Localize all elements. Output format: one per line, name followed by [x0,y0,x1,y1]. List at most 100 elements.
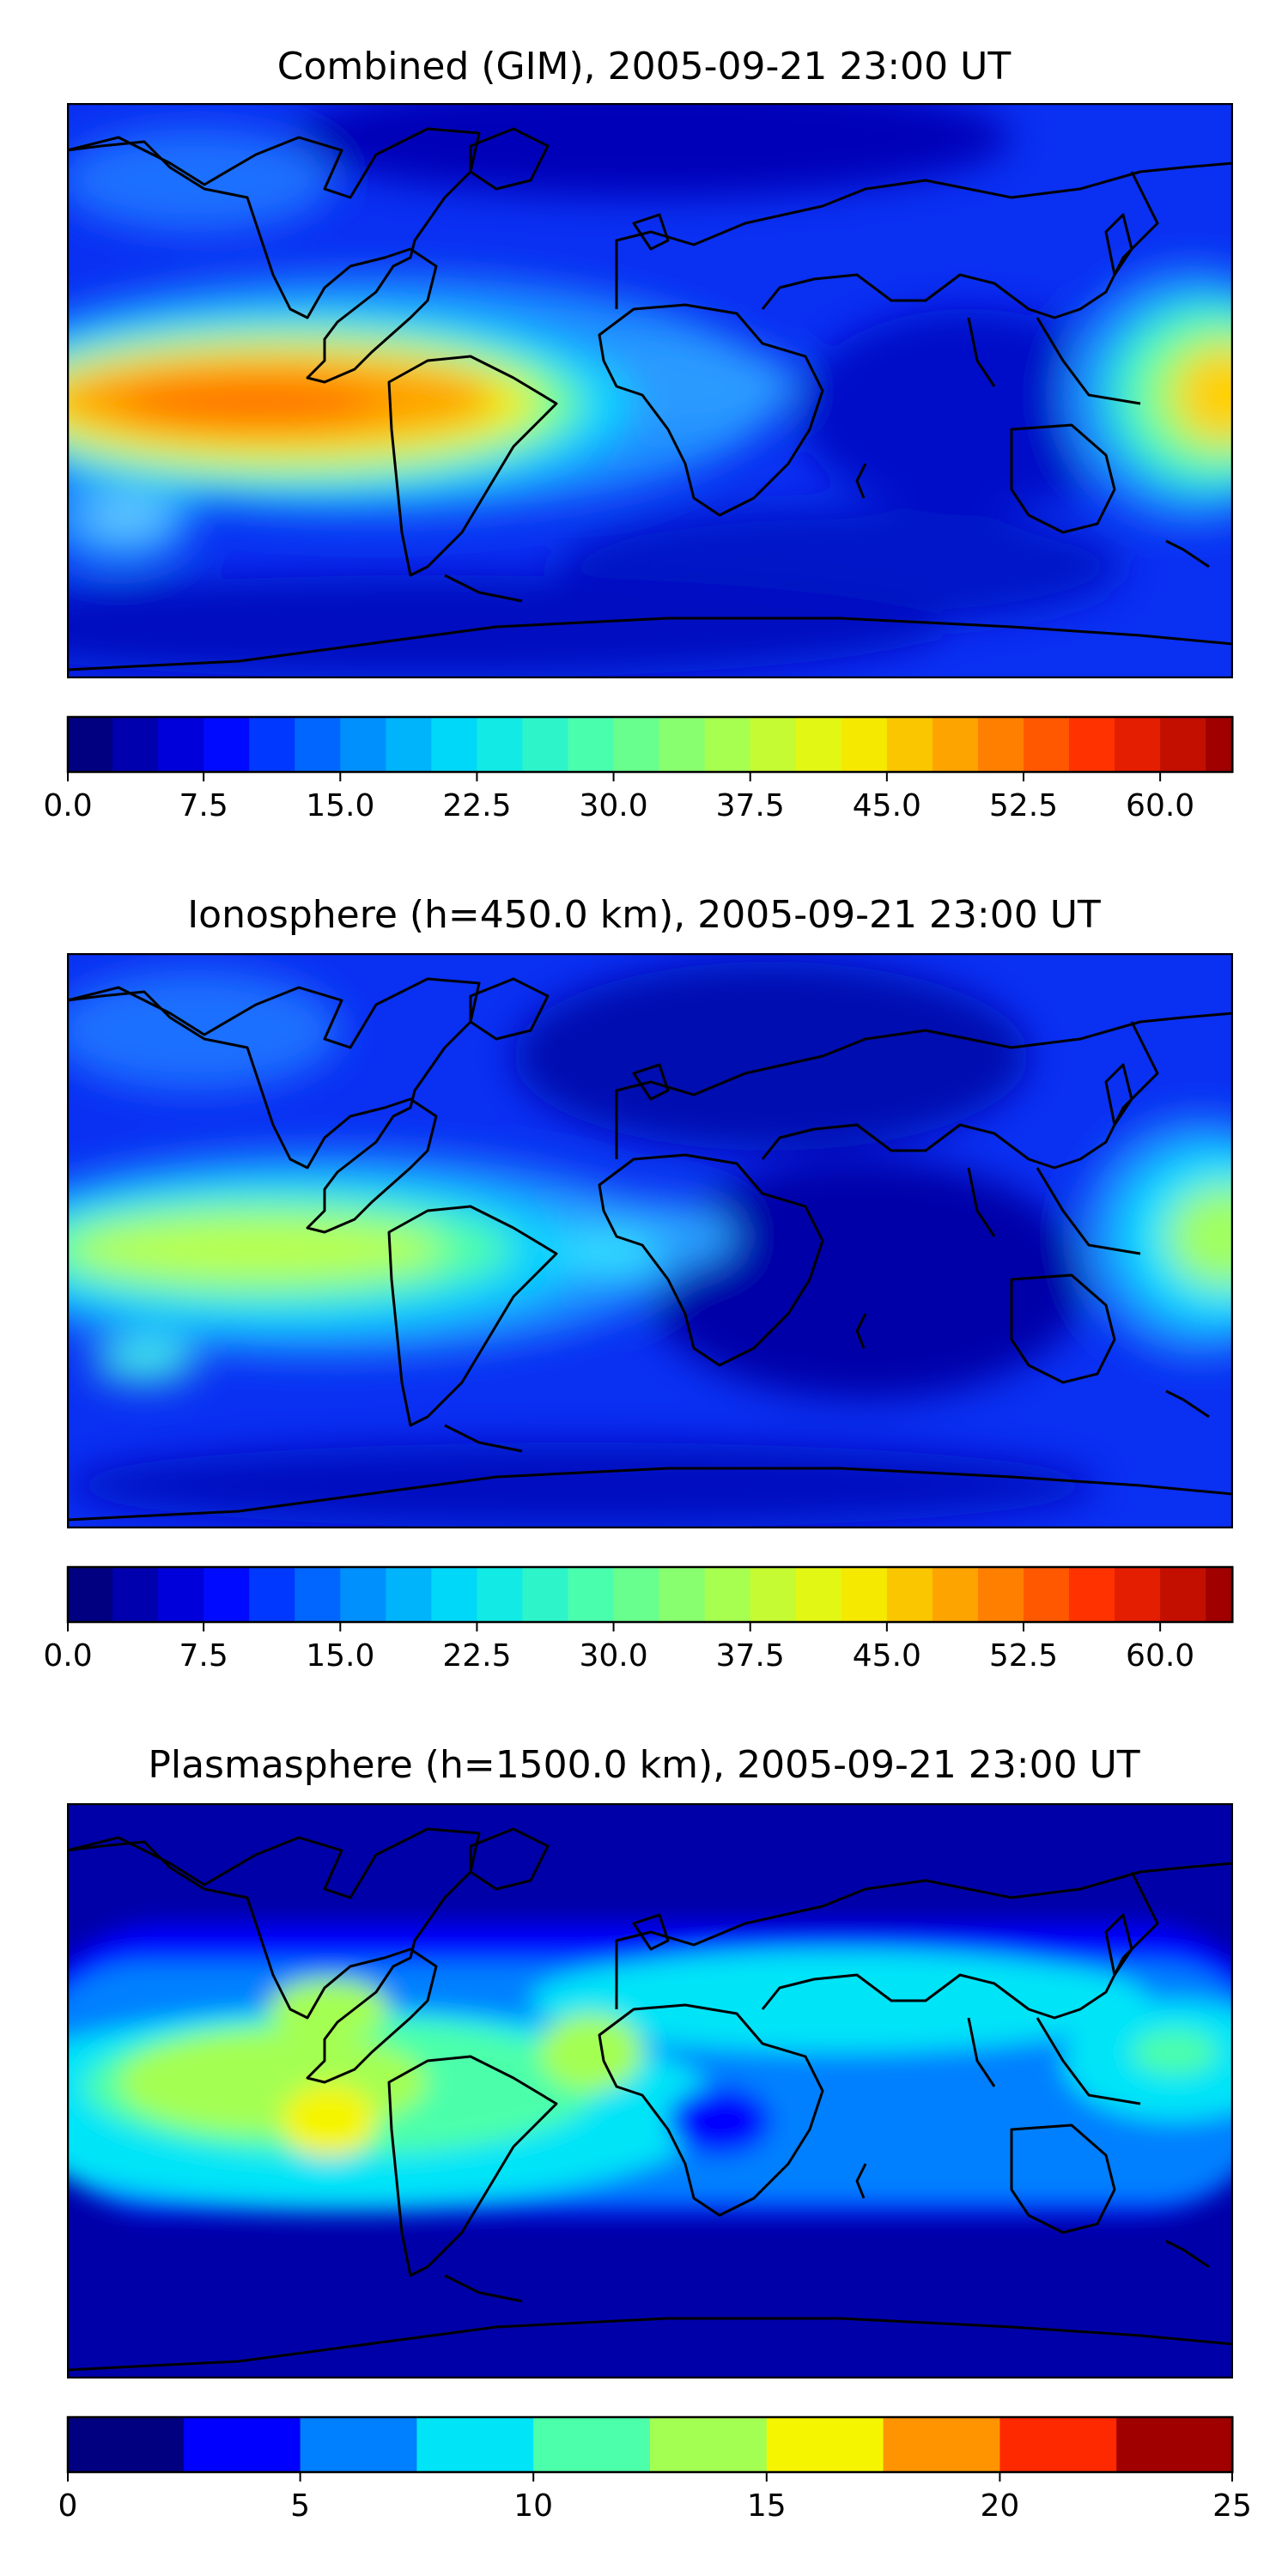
colorbar-tick-label: 22.5 [442,788,511,823]
colorbar-bin [386,716,432,773]
colorbar-bin [431,1566,478,1623]
colorbar-bin [1116,2416,1234,2473]
colorbar-bin [295,1566,341,1623]
colorbar-tick-label: 52.5 [989,788,1058,823]
colorbar-bin [249,1566,295,1623]
colorbar-bin [932,716,979,773]
colorbar-bin [204,716,250,773]
coastlines [67,977,1233,1522]
colorbar-tick-label: 45.0 [853,788,921,823]
colorbar-bin [659,716,706,773]
colorbar-bin [67,1566,113,1623]
colorbar-bin [841,716,888,773]
colorbar-bin [932,1566,979,1623]
colorbar-bin [704,1566,751,1623]
colorbar-bin [795,716,842,773]
colorbar-tick-label: 30.0 [579,788,647,823]
colorbar-bin [886,1566,933,1623]
colorbar-bin [249,716,295,773]
colorbar-bin [795,1566,842,1623]
colorbar-bin [750,716,797,773]
colorbar-bin [295,716,341,773]
coastlines [67,1827,1233,2372]
colorbar-tick-label: 45.0 [853,1638,921,1674]
colorbar-bin [67,716,113,773]
colorbar-tick-label: 7.5 [179,788,228,823]
colorbar-tick-label: 22.5 [442,1638,511,1674]
ionosphere-map-title: Ionosphere (h=450.0 km), 2005-09-21 23:0… [187,893,1101,937]
map-frame [67,103,1233,678]
colorbar-bin [1160,716,1206,773]
colorbar-bin [1206,716,1234,773]
colorbar-tick-label: 0.0 [43,788,92,823]
colorbar-bin [112,1566,159,1623]
colorbar-tick-label: 5 [290,2488,310,2524]
colorbar-bin [1160,1566,1206,1623]
colorbar-tick-label: 60.0 [1126,788,1194,823]
colorbar-bin [1023,716,1070,773]
colorbar-bin [977,1566,1024,1623]
colorbar-bin [1069,1566,1115,1623]
plasmasphere-colorbar: 0 5 10 15 20 25 [58,2415,1252,2524]
ionosphere-colorbar: 0.0 7.5 15.0 22.5 30.0 37.5 45.0 52.5 60.0 [43,1565,1234,1674]
colorbar-bin [158,716,204,773]
colorbar-tick-label: 0.0 [43,1638,92,1674]
colorbar-bin [477,716,524,773]
colorbar-bin [613,716,660,773]
colorbar-bin [204,1566,250,1623]
colorbar-bin [477,1566,524,1623]
colorbar-bin [886,716,933,773]
map-frame [67,1803,1233,2379]
colorbar-bin [650,2416,768,2473]
colorbar-bin [704,716,751,773]
plasmasphere-tec-map [67,1803,1233,2379]
colorbar-bin [340,716,386,773]
colorbar-bin [613,1566,660,1623]
coastlines [67,127,1233,671]
colorbar-bin [300,2416,417,2473]
combined-colorbar: 0.0 7.5 15.0 22.5 30.0 37.5 45.0 52.5 60.0 [43,715,1234,823]
colorbar-tick-label: 25 [1212,2488,1252,2524]
colorbar-bin [977,716,1024,773]
colorbar-bin [340,1566,386,1623]
colorbar-tick-label: 15.0 [306,1638,374,1674]
colorbar-bin [750,1566,797,1623]
colorbar-bin [659,1566,706,1623]
colorbar-tick-label: 0 [58,2488,78,2524]
colorbar-tick-label: 15 [747,2488,787,2524]
colorbar-bin [158,1566,204,1623]
colorbar-bin [67,2416,185,2473]
colorbar-bin [883,2416,1000,2473]
colorbar-bin [568,1566,615,1623]
colorbar-bin [766,2416,884,2473]
ionosphere-tec-map [67,953,1233,1528]
combined-map-title: Combined (GIM), 2005-09-21 23:00 UT [276,45,1012,88]
colorbar-frame [66,2415,1234,2474]
colorbar-bin [1115,716,1161,773]
colorbar-bin [522,716,569,773]
colorbar-bin [1069,716,1115,773]
colorbar-tick-label: 52.5 [989,1638,1058,1674]
colorbar-frame [66,715,1234,774]
colorbar-bin [568,716,615,773]
colorbar-bin [431,716,478,773]
colorbar-tick-label: 7.5 [179,1638,228,1674]
map-frame [67,953,1233,1528]
colorbar-bin [1023,1566,1070,1623]
colorbar-bin [386,1566,432,1623]
colorbar-tick-label: 37.5 [716,788,785,823]
colorbar-tick-label: 60.0 [1126,1638,1194,1674]
colorbar-bin [112,716,159,773]
colorbar-bin [1115,1566,1161,1623]
colorbar-tick-label: 20 [980,2488,1019,2524]
colorbar-bin [416,2416,534,2473]
combined-tec-map [67,103,1233,678]
colorbar-bin [999,2416,1117,2473]
colorbar-bin [841,1566,888,1623]
colorbar-tick-label: 10 [513,2488,553,2524]
colorbar-tick-label: 15.0 [306,788,374,823]
colorbar-bin [533,2416,651,2473]
colorbar-tick-label: 30.0 [579,1638,647,1674]
colorbar-bin [183,2416,301,2473]
colorbar-tick-label: 37.5 [716,1638,785,1674]
